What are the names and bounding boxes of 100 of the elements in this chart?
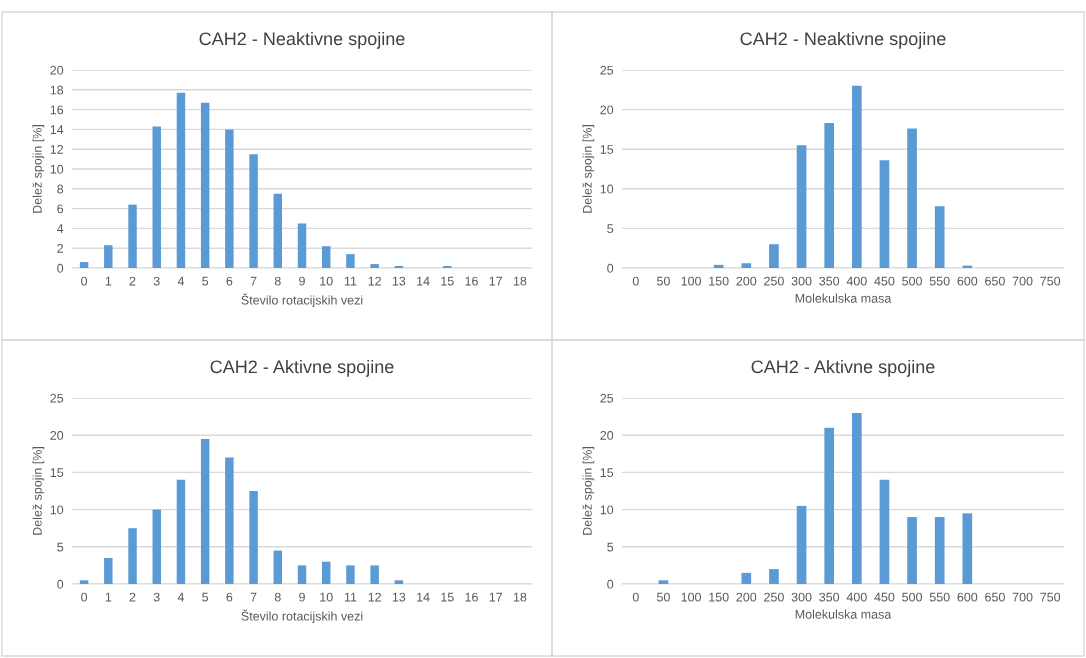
x-tick-label: 16 bbox=[465, 276, 478, 286]
y-tick-label: 25 bbox=[50, 393, 64, 403]
x-tick-label: 200 bbox=[736, 592, 757, 602]
x-tick-label: 0 bbox=[81, 276, 88, 286]
x-tick-label: 10 bbox=[320, 592, 333, 602]
bar bbox=[851, 85, 862, 268]
x-tick-label: 450 bbox=[874, 276, 895, 286]
x-tick-label: 300 bbox=[791, 276, 812, 286]
x-tick-label: 4 bbox=[177, 592, 185, 602]
x-tick-label: 150 bbox=[709, 276, 729, 286]
x-tick-label: 16 bbox=[465, 592, 478, 602]
x-tick-label: 250 bbox=[764, 276, 784, 286]
x-tick-label: 50 bbox=[656, 276, 670, 286]
bar bbox=[128, 528, 137, 584]
x-tick-label: 100 bbox=[681, 592, 701, 602]
bar bbox=[658, 580, 669, 584]
y-tick-label: 0 bbox=[607, 579, 614, 589]
bar bbox=[741, 263, 752, 268]
bar bbox=[321, 561, 331, 584]
x-tick-label: 600 bbox=[957, 276, 978, 286]
x-tick-label: 8 bbox=[274, 592, 281, 602]
bar bbox=[370, 565, 379, 584]
y-tick-label: 15 bbox=[600, 468, 614, 478]
bar bbox=[297, 565, 307, 584]
y-tick-label: 8 bbox=[57, 184, 64, 194]
bar bbox=[741, 572, 752, 584]
bar bbox=[297, 223, 307, 268]
x-tick-label: 250 bbox=[764, 592, 784, 602]
bar bbox=[200, 438, 210, 584]
x-tick-label: 8 bbox=[274, 276, 281, 286]
bar bbox=[152, 126, 161, 268]
y-tick-label: 10 bbox=[50, 505, 64, 515]
x-tick-label: 12 bbox=[368, 592, 381, 602]
bar bbox=[769, 244, 779, 268]
x-tick-label: 100 bbox=[681, 276, 701, 286]
bar bbox=[824, 123, 835, 268]
bar bbox=[962, 513, 973, 584]
y-tick-label: 10 bbox=[600, 505, 614, 515]
x-tick-label: 450 bbox=[874, 592, 895, 602]
x-tick-label: 5 bbox=[202, 592, 209, 602]
y-tick-label: 10 bbox=[50, 164, 64, 174]
bar bbox=[934, 517, 945, 584]
x-tick-label: 15 bbox=[441, 592, 454, 602]
chart-title: CAH2 - Aktivne spojine bbox=[751, 359, 935, 377]
x-tick-label: 750 bbox=[1040, 276, 1061, 286]
bar bbox=[225, 457, 234, 584]
x-tick-label: 1 bbox=[105, 276, 112, 286]
x-tick-label: 0 bbox=[632, 276, 639, 286]
y-tick-label: 0 bbox=[57, 263, 64, 273]
bar bbox=[273, 550, 283, 584]
x-tick-label: 14 bbox=[417, 276, 430, 286]
x-axis-title: Število rotacijskih vezi bbox=[241, 609, 363, 624]
y-tick-label: 0 bbox=[57, 579, 64, 589]
x-tick-label: 300 bbox=[791, 592, 812, 602]
x-axis-title: Molekulska masa bbox=[795, 609, 892, 619]
x-tick-label: 700 bbox=[1012, 276, 1033, 286]
x-tick-label: 7 bbox=[250, 276, 257, 286]
bar bbox=[104, 557, 113, 584]
x-tick-label: 550 bbox=[929, 276, 950, 286]
x-tick-label: 13 bbox=[392, 592, 406, 602]
x-tick-label: 15 bbox=[441, 276, 454, 286]
y-tick-label: 15 bbox=[50, 468, 64, 478]
x-tick-label: 50 bbox=[656, 592, 670, 602]
x-tick-label: 650 bbox=[985, 592, 1005, 602]
chart-title: CAH2 - Neaktivne spojine bbox=[740, 31, 946, 49]
x-tick-label: 4 bbox=[177, 276, 185, 286]
x-tick-label: 5 bbox=[202, 276, 209, 286]
y-tick-label: 0 bbox=[607, 263, 614, 273]
y-tick-label: 5 bbox=[607, 542, 614, 552]
y-tick-label: 15 bbox=[600, 145, 614, 154]
y-tick-label: 25 bbox=[600, 65, 614, 75]
y-axis-title: Delež spojin [%] bbox=[582, 125, 595, 213]
x-tick-label: 700 bbox=[1012, 592, 1033, 602]
bar bbox=[934, 206, 945, 268]
x-tick-label: 750 bbox=[1040, 592, 1061, 602]
chart-title: CAH2 - Neaktivne spojine bbox=[199, 31, 405, 49]
bar bbox=[851, 412, 862, 584]
x-tick-label: 11 bbox=[344, 592, 357, 602]
y-axis-title: Delež spojin [%] bbox=[32, 125, 45, 213]
bar bbox=[907, 128, 917, 268]
bar bbox=[321, 246, 331, 268]
y-axis-title: Delež spojin [%] bbox=[582, 447, 595, 535]
chart-title: CAH2 - Aktivne spojine bbox=[210, 359, 394, 377]
y-tick-label: 14 bbox=[50, 125, 64, 134]
bar bbox=[128, 204, 137, 268]
bar bbox=[713, 264, 724, 268]
x-tick-label: 650 bbox=[985, 276, 1005, 286]
x-tick-label: 12 bbox=[368, 276, 381, 286]
y-tick-label: 20 bbox=[600, 431, 614, 440]
x-tick-label: 7 bbox=[250, 592, 257, 602]
y-tick-label: 16 bbox=[50, 105, 64, 115]
x-tick-label: 150 bbox=[709, 592, 729, 602]
bar bbox=[346, 565, 355, 584]
bar bbox=[879, 160, 890, 268]
bar bbox=[152, 509, 161, 584]
x-tick-label: 14 bbox=[417, 592, 430, 602]
x-tick-label: 350 bbox=[819, 276, 840, 286]
bar bbox=[79, 580, 89, 584]
bar bbox=[249, 491, 258, 584]
bar bbox=[346, 254, 355, 268]
